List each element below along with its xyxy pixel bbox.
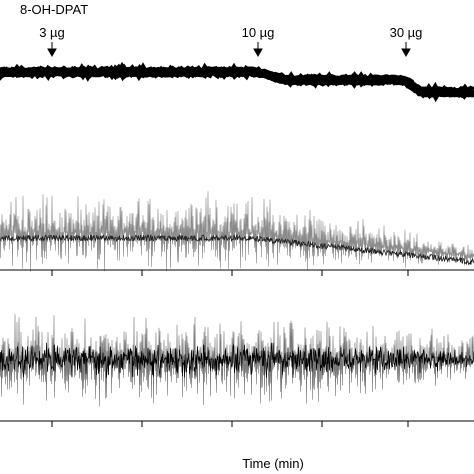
dose-label: 10 µg <box>242 25 275 40</box>
trace-middle-mean <box>0 233 474 266</box>
x-axis-label: Time (min) <box>242 456 304 471</box>
trace-bottom <box>0 314 474 407</box>
dose-arrows <box>47 42 411 58</box>
trace-bottom-core <box>0 342 474 379</box>
trace-top <box>0 61 474 103</box>
axes <box>0 269 474 427</box>
dose-label: 30 µg <box>390 25 423 40</box>
trace-middle <box>0 191 474 272</box>
traces <box>0 61 474 407</box>
dose-label: 3 µg <box>39 25 65 40</box>
drug-label: 8-OH-DPAT <box>20 2 88 17</box>
